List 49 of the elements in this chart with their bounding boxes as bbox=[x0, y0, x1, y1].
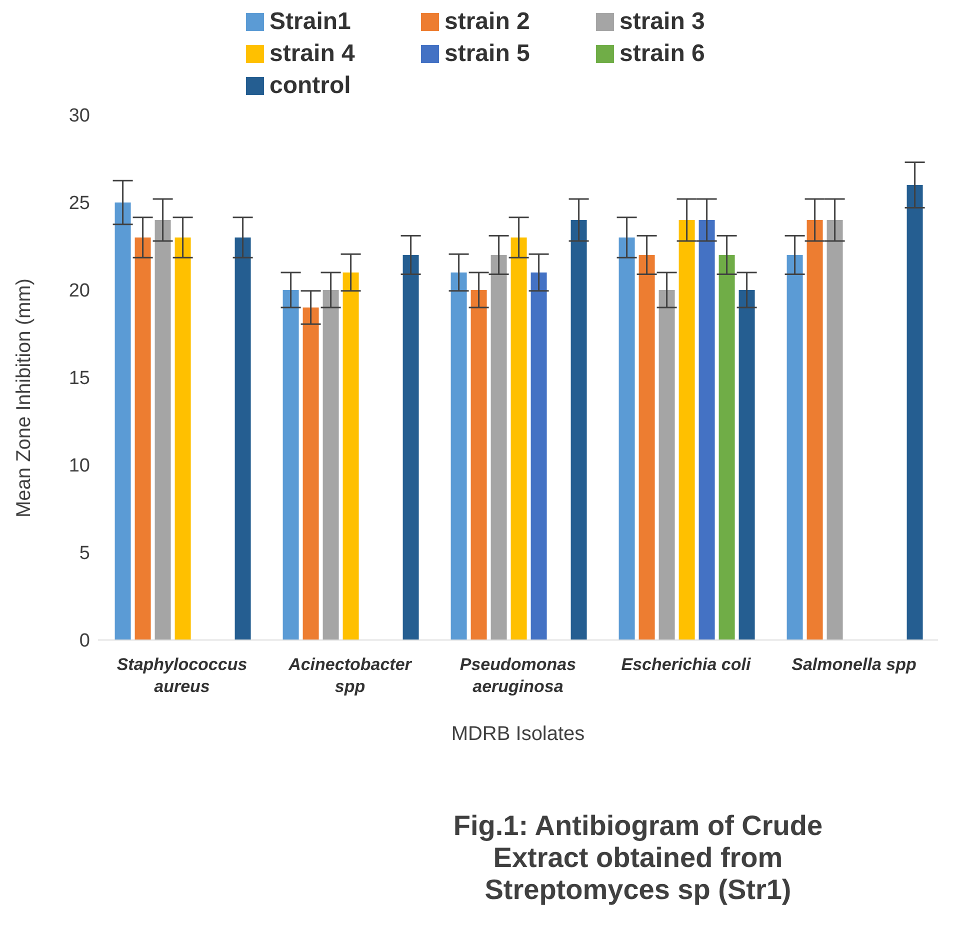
bar bbox=[234, 238, 251, 640]
bar bbox=[906, 185, 923, 640]
y-tick-label: 25 bbox=[68, 193, 90, 214]
text: Fig.1: Antibiogram of Crude Extract obtained from Streptomyces sp (Str1) bbox=[452, 810, 824, 906]
bar bbox=[698, 220, 715, 640]
y-tick-label: 20 bbox=[68, 280, 90, 302]
legend-label: control bbox=[270, 72, 351, 100]
bar bbox=[174, 238, 191, 640]
x-axis-title: MDRB Isolates bbox=[451, 723, 585, 745]
legend-label: strain 4 bbox=[270, 40, 355, 68]
bar bbox=[490, 255, 507, 640]
bar bbox=[786, 255, 803, 640]
bar bbox=[322, 290, 339, 640]
bar bbox=[806, 220, 823, 640]
bar bbox=[570, 220, 587, 640]
x-tick-label: Pseudomonas aeruginosa bbox=[460, 655, 576, 696]
bar bbox=[114, 202, 131, 640]
y-tick-label: 5 bbox=[79, 543, 90, 564]
bar bbox=[738, 290, 755, 640]
bar bbox=[342, 272, 359, 640]
bar bbox=[154, 220, 171, 640]
y-tick-label: 0 bbox=[79, 630, 90, 652]
x-tick-label: Staphylococcus aureus bbox=[116, 655, 248, 696]
x-tick-label: Salmonella spp bbox=[792, 655, 916, 674]
x-tick-label: Acinectobacter spp bbox=[288, 655, 413, 696]
bar bbox=[618, 238, 635, 640]
bar bbox=[282, 290, 299, 640]
bar bbox=[718, 255, 735, 640]
bar bbox=[826, 220, 843, 640]
bar bbox=[510, 238, 527, 640]
bar bbox=[134, 238, 151, 640]
y-tick-label: 15 bbox=[68, 368, 90, 390]
bar bbox=[678, 220, 695, 640]
legend-label: strain 5 bbox=[444, 40, 530, 68]
legend-label: strain 2 bbox=[444, 8, 530, 36]
bar bbox=[638, 255, 655, 640]
bar bbox=[402, 255, 419, 640]
x-tick-label: Escherichia coli bbox=[621, 655, 752, 674]
bar bbox=[470, 290, 487, 640]
bar bbox=[658, 290, 675, 640]
bar bbox=[302, 308, 319, 640]
y-axis-title: Mean Zone Inhibition (mm) bbox=[13, 278, 36, 518]
legend-label: strain 3 bbox=[620, 8, 705, 36]
bar bbox=[530, 272, 547, 640]
y-tick-label: 10 bbox=[68, 456, 90, 477]
bar bbox=[450, 272, 467, 640]
y-tick-label: 30 bbox=[68, 106, 90, 127]
legend-label: strain 6 bbox=[620, 40, 705, 68]
legend-label: Strain1 bbox=[270, 8, 351, 36]
